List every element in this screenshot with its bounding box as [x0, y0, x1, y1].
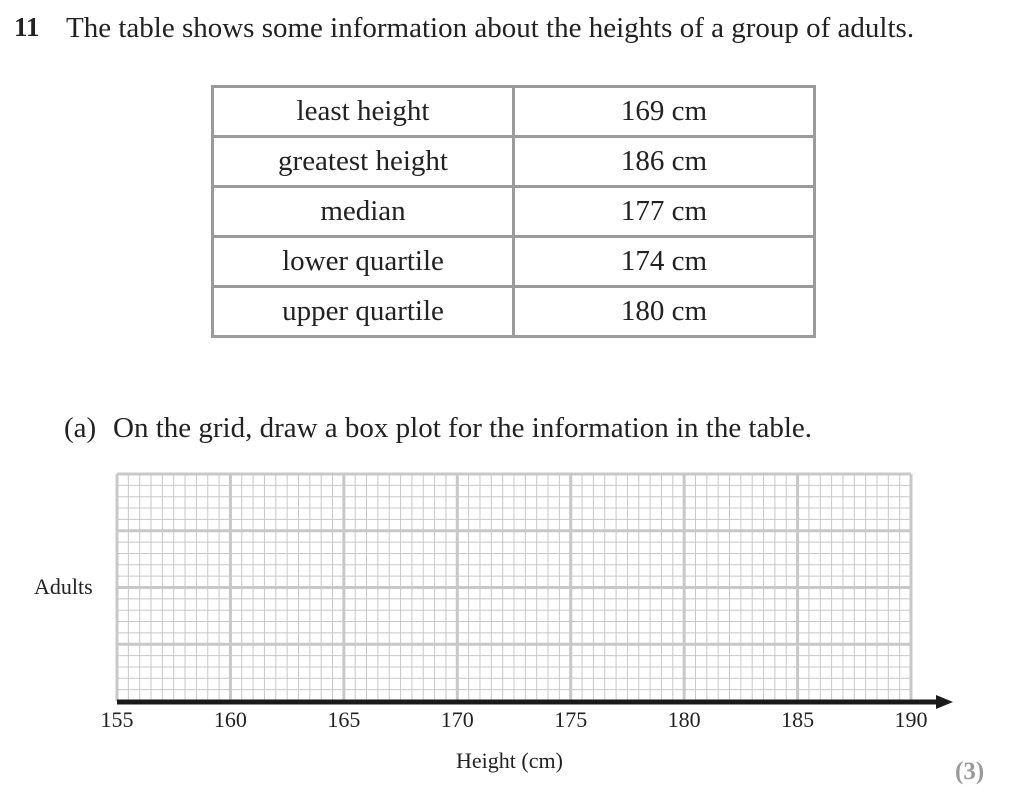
x-tick-label: 190: [894, 707, 928, 732]
row-value: 180 cm: [512, 285, 816, 338]
marks-indicator: (3): [955, 758, 985, 785]
row-label: upper quartile: [211, 285, 515, 338]
heights-table: least height 169 cm greatest height 186 …: [211, 85, 816, 338]
table-row: median 177 cm: [211, 185, 816, 238]
x-tick-label: 185: [781, 707, 815, 732]
row-value: 174 cm: [512, 235, 816, 288]
x-tick-label: 165: [327, 707, 361, 732]
x-tick-label: 170: [440, 707, 474, 732]
question-number: 11: [14, 12, 40, 42]
row-label: lower quartile: [211, 235, 515, 288]
row-value: 177 cm: [512, 185, 816, 238]
x-tick-label: 155: [100, 707, 134, 732]
table-row: lower quartile 174 cm: [211, 235, 816, 288]
row-label: greatest height: [211, 135, 515, 188]
table-row: upper quartile 180 cm: [211, 285, 816, 338]
question-text: The table shows some information about t…: [66, 12, 915, 44]
part-a-instruction: (a) On the grid, draw a box plot for the …: [64, 412, 812, 445]
x-tick-label: 175: [554, 707, 588, 732]
x-tick-label: 160: [213, 707, 247, 732]
x-axis-arrow-icon: [936, 695, 953, 709]
row-value: 169 cm: [512, 85, 816, 138]
y-axis-label: Adults: [34, 574, 93, 599]
row-value: 186 cm: [512, 135, 816, 188]
part-a-label: (a): [64, 412, 97, 444]
table-row: least height 169 cm: [211, 85, 816, 138]
table-row: greatest height 186 cm: [211, 135, 816, 188]
part-a-text: On the grid, draw a box plot for the inf…: [113, 412, 813, 444]
row-label: median: [211, 185, 515, 238]
row-label: least height: [211, 85, 515, 138]
x-axis-label: Height (cm): [456, 748, 563, 773]
x-tick-label: 180: [667, 707, 701, 732]
